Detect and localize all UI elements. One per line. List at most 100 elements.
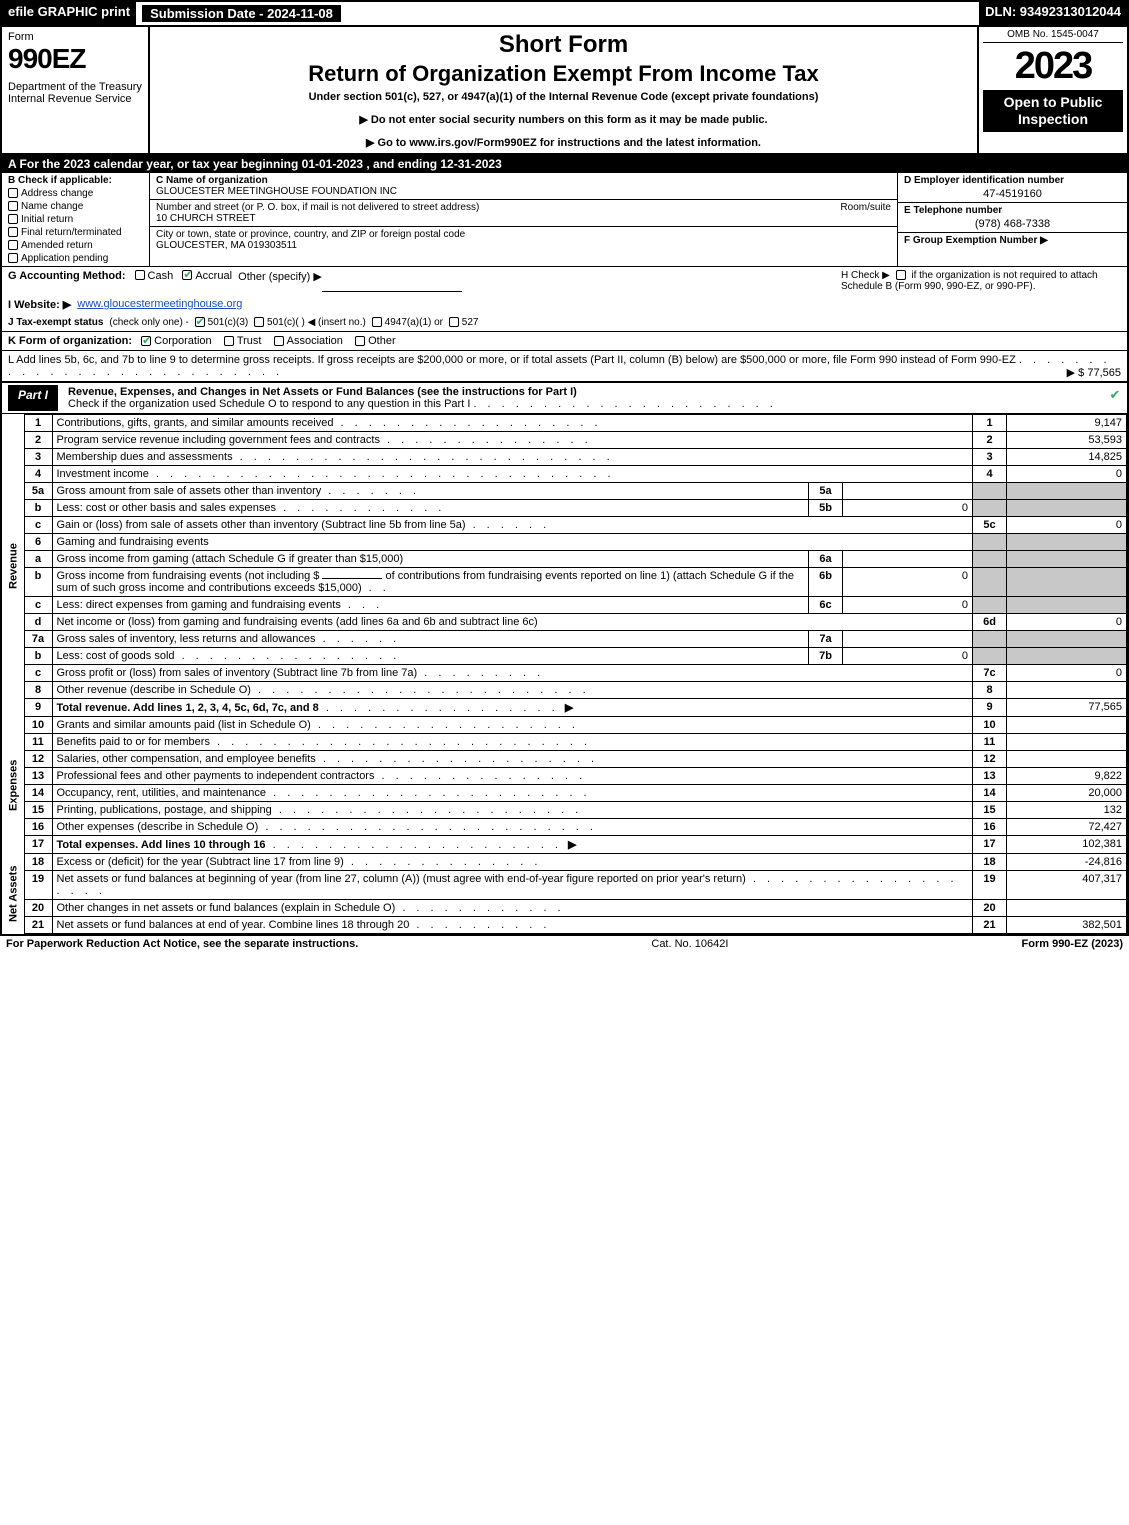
line-14: 14 Occupancy, rent, utilities, and maint… xyxy=(2,785,1127,802)
b-pending[interactable]: Application pending xyxy=(8,253,143,264)
k-corp: Corporation xyxy=(154,335,211,347)
line-desc: Less: direct expenses from gaming and fu… xyxy=(52,597,809,614)
line-box: 15 xyxy=(973,802,1007,819)
c-city-row: City or town, state or province, country… xyxy=(150,227,897,253)
checkbox-icon[interactable] xyxy=(135,270,145,280)
form-header: Form 990EZ Department of the Treasury In… xyxy=(2,27,1127,155)
grey-cell xyxy=(1007,534,1127,551)
checkbox-icon xyxy=(8,240,18,250)
line-num: 5a xyxy=(24,483,52,500)
website-link[interactable]: www.gloucestermeetinghouse.org xyxy=(77,298,242,311)
omb-number: OMB No. 1545-0047 xyxy=(983,29,1123,43)
b-initial-return[interactable]: Initial return xyxy=(8,214,143,225)
line-num: 13 xyxy=(24,768,52,785)
k-assoc: Association xyxy=(287,335,343,347)
e-phone: E Telephone number (978) 468-7338 xyxy=(898,203,1127,233)
checkbox-icon[interactable] xyxy=(355,336,365,346)
line-amt: 14,825 xyxy=(1007,449,1127,466)
line-2: 2 Program service revenue including gove… xyxy=(2,432,1127,449)
line-amt: 407,317 xyxy=(1007,871,1127,900)
part-i-bar: Part I Revenue, Expenses, and Changes in… xyxy=(2,383,1127,414)
ein-label: D Employer identification number xyxy=(904,175,1121,186)
grey-cell xyxy=(1007,551,1127,568)
line-5b: b Less: cost or other basis and sales ex… xyxy=(2,500,1127,517)
b-amended[interactable]: Amended return xyxy=(8,240,143,251)
sub-box: 6a xyxy=(809,551,843,568)
lines-table: Revenue 1 Contributions, gifts, grants, … xyxy=(2,414,1127,934)
line-num: 20 xyxy=(24,900,52,917)
line-6b: b Gross income from fundraising events (… xyxy=(2,568,1127,597)
checkbox-icon[interactable] xyxy=(141,336,151,346)
checkbox-icon[interactable] xyxy=(449,317,459,327)
grey-cell xyxy=(1007,597,1127,614)
checkbox-icon[interactable] xyxy=(224,336,234,346)
b-header: B Check if applicable: xyxy=(8,175,143,186)
line-desc: Excess or (deficit) for the year (Subtra… xyxy=(52,854,973,871)
checkbox-icon xyxy=(8,227,18,237)
line-num: 6 xyxy=(24,534,52,551)
irs-link[interactable]: www.irs.gov/Form990EZ xyxy=(409,137,536,149)
j-501c3: 501(c)(3) xyxy=(208,317,249,328)
checkbox-icon[interactable] xyxy=(254,317,264,327)
line-num: 15 xyxy=(24,802,52,819)
sub-box: 6c xyxy=(809,597,843,614)
grey-cell xyxy=(1007,483,1127,500)
line-num: 18 xyxy=(24,854,52,871)
line-box: 16 xyxy=(973,819,1007,836)
line-4: 4 Investment income . . . . . . . . . . … xyxy=(2,466,1127,483)
checkbox-icon[interactable] xyxy=(896,270,906,280)
checkbox-icon xyxy=(8,253,18,263)
j-527: 527 xyxy=(462,317,479,328)
g-label: G Accounting Method: xyxy=(8,270,126,292)
line-6c: c Less: direct expenses from gaming and … xyxy=(2,597,1127,614)
checkbox-icon[interactable] xyxy=(372,317,382,327)
grey-cell xyxy=(973,631,1007,648)
line-box: 4 xyxy=(973,466,1007,483)
line-desc: Total revenue. Add lines 1, 2, 3, 4, 5c,… xyxy=(52,699,973,717)
f-group: F Group Exemption Number ▶ xyxy=(898,233,1127,248)
line-box: 5c xyxy=(973,517,1007,534)
g-other-input[interactable] xyxy=(322,270,462,292)
line-box: 2 xyxy=(973,432,1007,449)
line-19: 19 Net assets or fund balances at beginn… xyxy=(2,871,1127,900)
checkbox-icon[interactable] xyxy=(274,336,284,346)
line-desc: Membership dues and assessments . . . . … xyxy=(52,449,973,466)
phone-value: (978) 468-7338 xyxy=(904,216,1121,230)
section-a: A For the 2023 calendar year, or tax yea… xyxy=(2,155,1127,173)
line-desc: Other expenses (describe in Schedule O) … xyxy=(52,819,973,836)
checkbox-icon xyxy=(8,201,18,211)
line-desc: Total expenses. Add lines 10 through 16 … xyxy=(52,836,973,854)
b-name-change[interactable]: Name change xyxy=(8,201,143,212)
sub-val xyxy=(843,631,973,648)
top-bar: efile GRAPHIC print Submission Date - 20… xyxy=(2,2,1127,27)
line-15: 15 Printing, publications, postage, and … xyxy=(2,802,1127,819)
sub-box: 5a xyxy=(809,483,843,500)
b-final-return[interactable]: Final return/terminated xyxy=(8,227,143,238)
line-6d: d Net income or (loss) from gaming and f… xyxy=(2,614,1127,631)
checkbox-icon[interactable] xyxy=(182,270,192,280)
checkbox-icon[interactable] xyxy=(195,317,205,327)
sub-box: 5b xyxy=(809,500,843,517)
line-num: 19 xyxy=(24,871,52,900)
k-label: K Form of organization: xyxy=(8,335,132,347)
line-num: b xyxy=(24,500,52,517)
line-desc: Grants and similar amounts paid (list in… xyxy=(52,717,973,734)
line-num: 14 xyxy=(24,785,52,802)
grey-cell xyxy=(1007,631,1127,648)
line-desc: Less: cost or other basis and sales expe… xyxy=(52,500,809,517)
line-17: 17 Total expenses. Add lines 10 through … xyxy=(2,836,1127,854)
dept-label: Department of the Treasury Internal Reve… xyxy=(8,81,142,105)
b-address-change[interactable]: Address change xyxy=(8,188,143,199)
netassets-side-label: Net Assets xyxy=(2,854,24,934)
expenses-side-label: Expenses xyxy=(2,717,24,854)
line-desc: Printing, publications, postage, and shi… xyxy=(52,802,973,819)
line-box: 9 xyxy=(973,699,1007,717)
j-4947: 4947(a)(1) or xyxy=(385,317,443,328)
line-desc: Net assets or fund balances at beginning… xyxy=(52,871,973,900)
line-box: 7c xyxy=(973,665,1007,682)
line-desc: Less: cost of goods sold . . . . . . . .… xyxy=(52,648,809,665)
tax-year: 2023 xyxy=(983,45,1123,88)
l-line: L Add lines 5b, 6c, and 7b to line 9 to … xyxy=(2,351,1127,383)
line-num: 11 xyxy=(24,734,52,751)
section-def: D Employer identification number 47-4519… xyxy=(897,173,1127,266)
